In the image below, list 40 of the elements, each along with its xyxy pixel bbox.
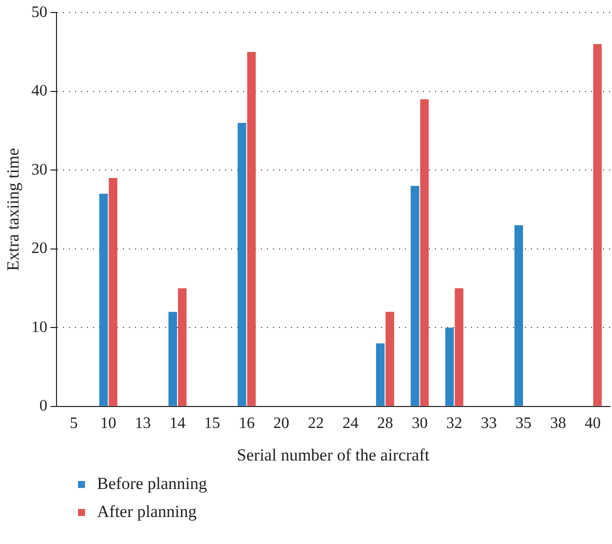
bar [108,178,118,406]
x-tick-label: 28 [377,415,394,432]
bar [454,288,464,406]
x-tick-label: 30 [412,415,428,432]
x-tick-label: 38 [550,415,566,432]
bar [376,343,385,406]
x-tick-label: 32 [446,415,462,432]
x-tick-label: 24 [342,415,358,432]
y-tick-label: 20 [31,240,48,258]
bar [178,288,187,406]
bar [420,99,429,406]
x-tick-label: 35 [516,415,532,432]
y-tick-label: 40 [31,82,48,100]
x-tick-label: 33 [480,415,497,432]
bar [514,225,524,406]
y-tick-label: 30 [31,161,48,178]
x-tick-label: 22 [308,415,324,432]
y-axis-title: Extra taxiing time [4,148,23,271]
bar [247,52,256,406]
bar [410,186,420,406]
bar [593,44,602,406]
bar [445,328,454,406]
bar [238,122,246,406]
y-tick-label: 50 [31,4,48,21]
legend-label: After planning [96,501,198,523]
y-tick-label: 0 [39,398,48,415]
x-tick-label: 20 [273,415,290,432]
x-tick-label: 40 [584,415,601,432]
x-tick-label: 10 [100,415,116,432]
bar [386,312,394,406]
y-tick-label: 10 [31,318,48,336]
bar [99,194,108,406]
x-tick-label: 14 [170,415,186,432]
legend-label: Before planning [96,473,208,495]
x-tick-label: 15 [204,415,220,432]
x-tick-label: 13 [134,415,151,432]
x-tick-label: 16 [238,415,255,432]
bar [168,312,178,406]
x-axis-title: Serial number of the aircraft [236,445,430,464]
x-tick-label: 5 [70,415,78,432]
